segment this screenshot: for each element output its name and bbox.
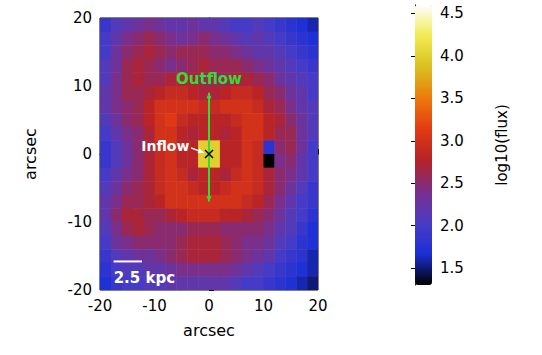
svg-text:-10: -10 [142,297,167,315]
svg-text:log10(flux): log10(flux) [493,104,511,186]
svg-text:Inflow: Inflow [141,138,189,154]
svg-text:Outflow: Outflow [176,70,242,88]
svg-text:3.0: 3.0 [440,132,464,150]
svg-text:10: 10 [73,77,92,95]
svg-text:2.5 kpc: 2.5 kpc [114,269,175,287]
svg-text:1.5: 1.5 [440,259,464,277]
svg-text:20: 20 [73,9,92,27]
svg-text:0: 0 [204,297,214,315]
svg-text:3.5: 3.5 [440,89,464,107]
svg-text:arcsec: arcsec [183,321,235,340]
svg-text:2.0: 2.0 [440,217,464,235]
svg-text:20: 20 [308,297,327,315]
svg-text:4.5: 4.5 [440,4,464,22]
svg-text:4.0: 4.0 [440,47,464,65]
svg-text:2.5: 2.5 [440,174,464,192]
svg-text:10: 10 [254,297,273,315]
svg-text:0: 0 [82,145,92,163]
svg-text:-20: -20 [67,281,92,299]
svg-text:-10: -10 [68,213,93,231]
svg-text:-20: -20 [88,297,113,315]
svg-text:arcsec: arcsec [21,128,40,180]
